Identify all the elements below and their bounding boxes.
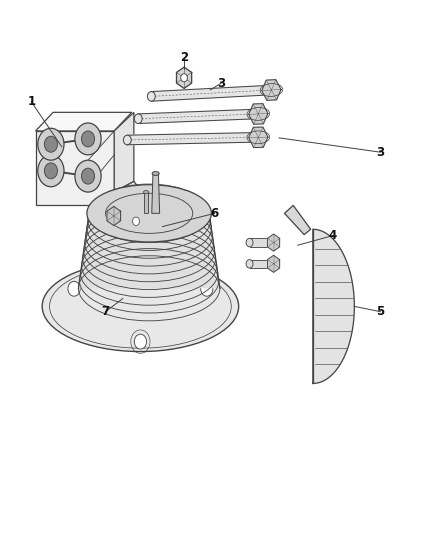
Circle shape — [75, 123, 101, 155]
Ellipse shape — [144, 190, 149, 193]
Text: 2: 2 — [180, 51, 188, 64]
Circle shape — [246, 238, 253, 247]
Circle shape — [134, 114, 142, 124]
Polygon shape — [262, 79, 281, 100]
Polygon shape — [114, 181, 138, 201]
Text: 6: 6 — [211, 207, 219, 220]
Circle shape — [201, 281, 213, 296]
Polygon shape — [107, 206, 120, 225]
Polygon shape — [127, 133, 258, 145]
Circle shape — [68, 281, 80, 296]
Circle shape — [134, 334, 147, 349]
Ellipse shape — [152, 172, 159, 175]
Polygon shape — [250, 238, 274, 247]
Circle shape — [38, 155, 64, 187]
Circle shape — [81, 168, 95, 184]
Ellipse shape — [123, 186, 132, 193]
Polygon shape — [138, 109, 258, 124]
Text: 5: 5 — [376, 305, 385, 318]
Circle shape — [124, 135, 131, 145]
Circle shape — [81, 131, 95, 147]
Ellipse shape — [87, 185, 212, 242]
Polygon shape — [177, 67, 192, 88]
Polygon shape — [144, 192, 148, 213]
Circle shape — [148, 92, 155, 101]
Polygon shape — [249, 127, 268, 148]
Ellipse shape — [42, 261, 239, 352]
Text: 1: 1 — [27, 95, 35, 108]
Polygon shape — [249, 103, 268, 124]
Circle shape — [38, 128, 64, 160]
Circle shape — [181, 74, 187, 82]
Polygon shape — [285, 205, 311, 235]
Circle shape — [44, 136, 57, 152]
Text: 7: 7 — [102, 305, 110, 318]
Circle shape — [44, 163, 57, 179]
Text: 3: 3 — [217, 77, 225, 90]
Polygon shape — [78, 213, 220, 288]
Polygon shape — [268, 255, 279, 272]
Polygon shape — [35, 112, 132, 131]
Polygon shape — [35, 131, 114, 205]
Polygon shape — [250, 260, 274, 268]
Polygon shape — [268, 234, 279, 251]
Text: 3: 3 — [377, 146, 385, 159]
Polygon shape — [152, 173, 159, 213]
Text: 4: 4 — [328, 229, 337, 242]
Polygon shape — [114, 112, 134, 192]
Polygon shape — [151, 85, 272, 101]
Circle shape — [75, 160, 101, 192]
Polygon shape — [313, 229, 354, 383]
Circle shape — [133, 217, 140, 225]
Circle shape — [246, 260, 253, 268]
